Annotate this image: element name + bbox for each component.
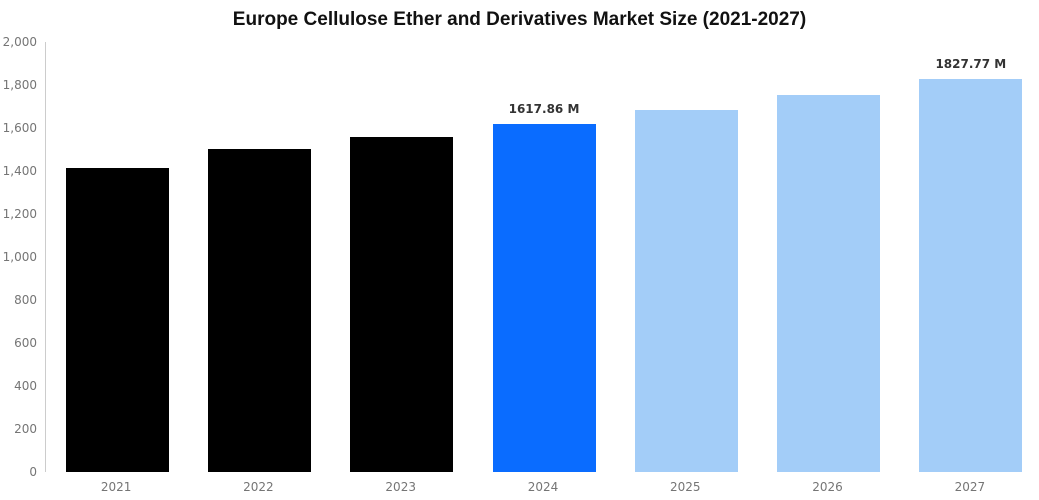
- y-tick-label-600: 600: [14, 336, 37, 350]
- bar-2024[interactable]: [492, 124, 596, 472]
- y-tick-label-0: 0: [29, 465, 37, 479]
- y-tick-label-1000: 1,000: [2, 250, 37, 264]
- bar-value-label-2027: 1827.77 M: [935, 57, 1007, 72]
- x-tick-label-2025: 2025: [670, 480, 701, 494]
- bar-2021[interactable]: [65, 167, 169, 472]
- x-tick-label-2026: 2026: [812, 480, 843, 494]
- y-tick-label-200: 200: [14, 422, 37, 436]
- bar-2026[interactable]: [777, 95, 881, 472]
- y-tick-label-800: 800: [14, 293, 37, 307]
- x-tick-label-2023: 2023: [385, 480, 416, 494]
- bar-2025[interactable]: [634, 109, 738, 472]
- bar-2027[interactable]: [919, 79, 1023, 472]
- x-tick-label-2021: 2021: [100, 480, 132, 494]
- y-tick-label-1600: 1,600: [2, 121, 37, 135]
- y-tick-label-1200: 1,200: [2, 207, 37, 221]
- y-tick-label-1400: 1,400: [2, 164, 37, 178]
- x-tick-label-2024: 2024: [527, 480, 559, 494]
- bar-value-label-2024: 1617.86 M: [508, 102, 580, 117]
- bar-2023[interactable]: [350, 137, 454, 472]
- plot-area: 1617.86 M 1827.77 M: [45, 42, 1039, 472]
- chart-title: Europe Cellulose Ether and Derivatives M…: [232, 9, 807, 30]
- x-tick-label-2027: 2027: [954, 480, 986, 494]
- x-tick-label-2022: 2022: [243, 480, 274, 494]
- bar-2022[interactable]: [207, 149, 311, 472]
- y-tick-label-400: 400: [14, 379, 37, 393]
- y-tick-label-1800: 1,800: [2, 78, 37, 92]
- y-tick-label-2000: 2,000: [2, 35, 37, 49]
